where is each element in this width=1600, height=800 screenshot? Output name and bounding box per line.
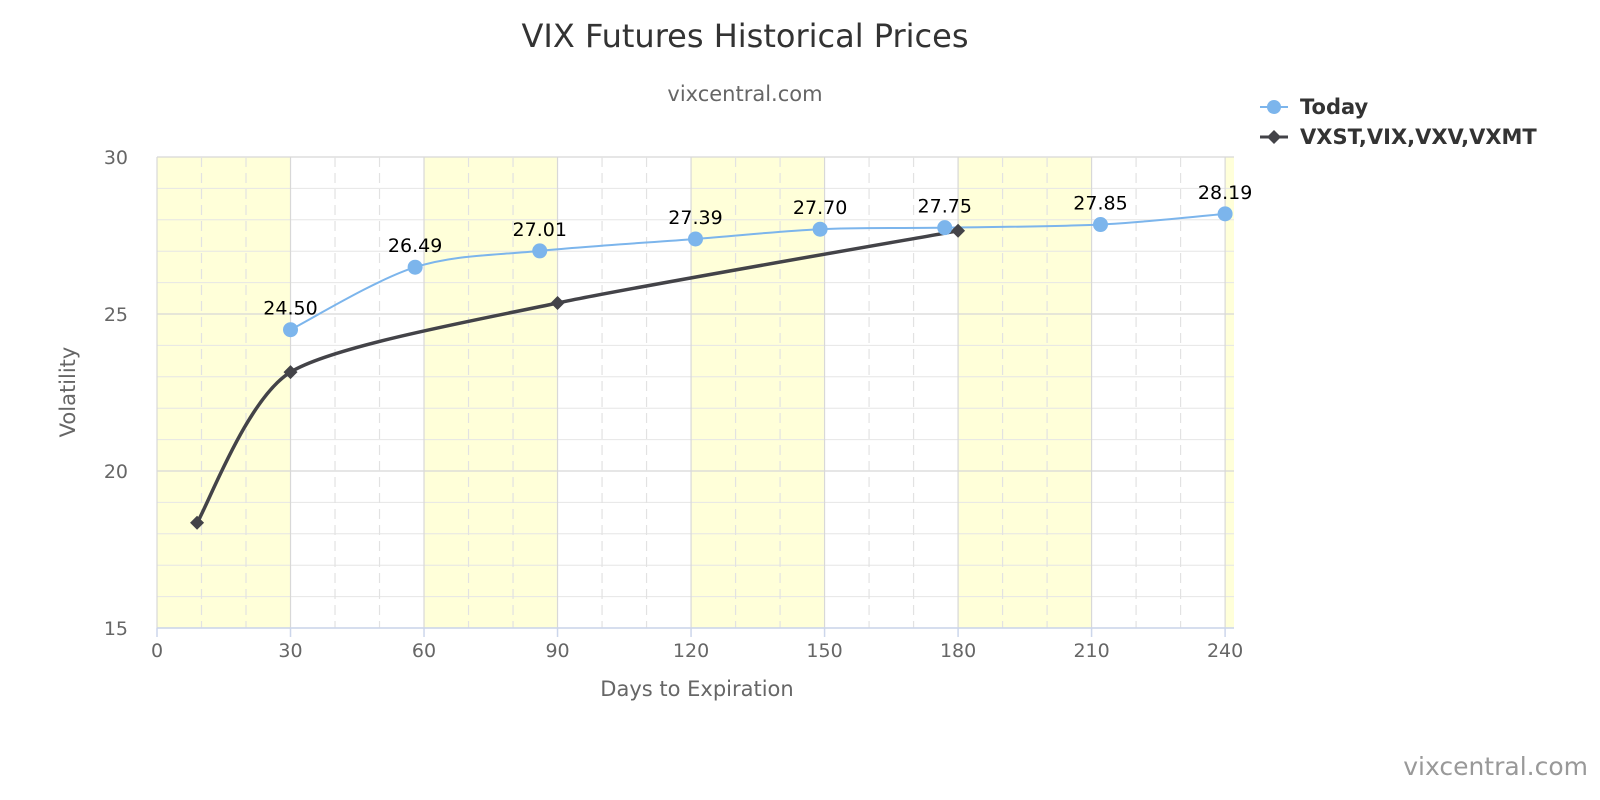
point-term-structure[interactable] [283, 365, 298, 380]
point-today[interactable] [283, 322, 299, 338]
data-label-today: 26.49 [388, 235, 442, 257]
data-label-today: 24.50 [263, 298, 317, 320]
x-tick-label: 210 [1073, 640, 1109, 662]
point-term-structure[interactable] [951, 223, 966, 238]
x-tick-label: 0 [151, 640, 163, 662]
legend[interactable]: Today VXST,VIX,VXV,VXMT [1260, 95, 1537, 149]
series-line-term-structure [195, 229, 959, 524]
legend-marker-term-structure [1267, 130, 1281, 144]
expiration-band [424, 157, 558, 628]
x-tick-label: 150 [806, 640, 842, 662]
expiration-bands [157, 157, 1234, 628]
series-layer: 24.50 26.49 27.01 27.39 27.70 27.75 27.85 28.19 [190, 182, 1252, 530]
y-axis-title: Volatility [56, 347, 80, 438]
legend-label-today: Today [1300, 95, 1369, 119]
data-label-today: 28.19 [1198, 182, 1252, 204]
data-label-today: 27.85 [1073, 193, 1127, 215]
x-tick-label: 90 [545, 640, 569, 662]
chart-title: VIX Futures Historical Prices [522, 17, 969, 55]
legend-marker-today [1267, 100, 1281, 114]
x-tick-label: 60 [412, 640, 436, 662]
x-tick-label: 180 [940, 640, 976, 662]
expiration-band [958, 157, 1092, 628]
y-tick-label: 20 [104, 461, 128, 483]
data-label-today: 27.75 [918, 196, 972, 218]
point-today[interactable] [812, 221, 828, 237]
point-today[interactable] [407, 259, 423, 275]
point-today[interactable] [688, 231, 703, 247]
point-term-structure[interactable] [190, 515, 205, 530]
point-today[interactable] [937, 220, 953, 236]
expiration-band [1225, 157, 1234, 628]
axes: 0 30 60 90 120 150 180 210 240 15 20 25 30 [104, 147, 1243, 662]
chart-subtitle: vixcentral.com [667, 82, 822, 106]
point-today[interactable] [532, 243, 548, 259]
y-tick-label: 30 [104, 147, 128, 169]
point-term-structure[interactable] [550, 296, 565, 311]
legend-item-today[interactable]: Today [1260, 95, 1369, 119]
y-tick-label: 15 [104, 618, 128, 640]
series-line-today [290, 212, 1226, 331]
y-tick-label: 25 [104, 304, 128, 326]
credits-link[interactable]: vixcentral.com [1403, 752, 1588, 781]
x-tick-label: 240 [1207, 640, 1243, 662]
legend-label-term-structure: VXST,VIX,VXV,VXMT [1300, 125, 1537, 149]
data-label-today: 27.70 [793, 197, 847, 219]
expiration-band [691, 157, 825, 628]
data-label-today: 27.39 [668, 207, 722, 229]
x-axis-title: Days to Expiration [600, 677, 793, 701]
point-today[interactable] [1092, 217, 1108, 233]
data-label-today: 27.01 [513, 219, 567, 241]
legend-item-vxst-vix-vxv-vxmt[interactable]: VXST,VIX,VXV,VXMT [1260, 125, 1537, 149]
x-tick-label: 30 [278, 640, 302, 662]
point-today[interactable] [1217, 206, 1233, 222]
x-tick-label: 120 [673, 640, 709, 662]
